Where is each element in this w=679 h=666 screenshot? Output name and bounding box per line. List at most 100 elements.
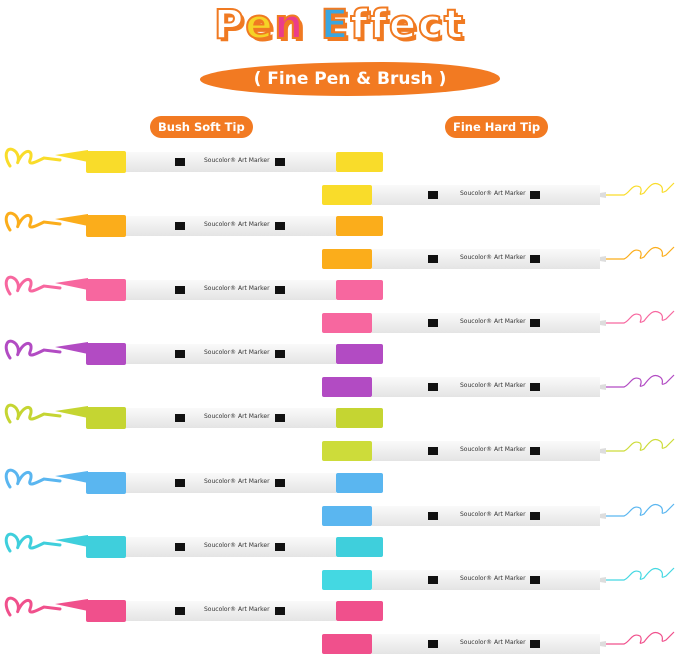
pen-body <box>372 249 600 270</box>
pen-label: Soucolor® Art Marker <box>204 221 270 229</box>
pen-grip <box>86 471 126 494</box>
title-space <box>305 2 321 48</box>
pen-grip <box>86 535 126 558</box>
pen-cap <box>322 377 372 398</box>
fine-tip-squiggle <box>600 438 675 455</box>
fine-pen: Soucolor® Art Marker <box>0 567 679 590</box>
tip-mark-icon <box>530 639 540 648</box>
tip-mark-icon <box>428 639 438 648</box>
subtitle: ( Fine Pen & Brush ) <box>253 69 447 89</box>
tip-mark-icon <box>428 319 438 328</box>
fine-pen: Soucolor® Art Marker <box>0 310 679 334</box>
tip-mark-icon <box>175 606 185 615</box>
pen-grip <box>86 215 126 238</box>
pen-body <box>126 216 336 237</box>
title-letter: E <box>320 1 351 49</box>
fine-tip-squiggle <box>600 310 675 327</box>
tip-mark-icon <box>275 606 285 615</box>
pen-cap <box>336 344 383 365</box>
pen-cap <box>336 472 383 493</box>
pen-label: Soucolor® Art Marker <box>460 190 526 197</box>
fine-pen: Soucolor® Art Marker <box>0 182 679 205</box>
pen-cap <box>336 280 383 301</box>
fine-tip-squiggle <box>600 631 675 647</box>
title-letter: e <box>244 1 275 49</box>
brush-pen: Soucolor® Art Marker <box>0 596 679 622</box>
pen-label: Soucolor® Art Marker <box>460 382 526 390</box>
tip-mark-icon <box>275 222 285 231</box>
pen-label: Soucolor® Art Marker <box>460 254 526 262</box>
tip-mark-icon <box>175 542 185 551</box>
pen-label: Soucolor® Art Marker <box>204 477 270 485</box>
pen-body <box>126 536 336 557</box>
brush-pen: Soucolor® Art Marker <box>0 468 679 494</box>
tip-mark-icon <box>428 255 438 264</box>
pen-cap <box>322 313 372 334</box>
brush-squiggle <box>4 404 88 424</box>
tip-mark-icon <box>275 158 285 166</box>
brush-pen: Soucolor® Art Marker <box>0 211 679 238</box>
tip-mark-icon <box>428 447 438 456</box>
pen-grip <box>86 599 126 622</box>
tip-mark-icon <box>175 478 185 487</box>
pen-body <box>372 185 600 205</box>
brush-pen: Soucolor® Art Marker <box>0 147 679 173</box>
fine-tip-label: Fine Hard Tip <box>445 116 549 138</box>
brush-pen: Soucolor® Art Marker <box>0 532 679 558</box>
tip-mark-icon <box>530 319 540 328</box>
pen-label: Soucolor® Art Marker <box>204 541 270 549</box>
pen-cap <box>336 152 383 172</box>
brush-squiggle <box>4 147 88 168</box>
brush-pen: Soucolor® Art Marker <box>0 404 679 430</box>
brush-squiggle <box>4 339 88 360</box>
fine-tip-squiggle <box>600 182 675 198</box>
title-letter: n <box>273 1 305 49</box>
tip-mark-icon <box>275 478 285 487</box>
fine-pen: Soucolor® Art Marker <box>0 503 679 526</box>
pen-label: Soucolor® Art Marker <box>460 318 526 326</box>
fine-tip-squiggle <box>600 374 675 391</box>
pen-body <box>126 600 336 621</box>
pen-body <box>372 377 600 398</box>
title-letter: P <box>213 1 246 49</box>
pen-body <box>372 441 600 462</box>
brush-squiggle <box>4 468 88 488</box>
pen-body <box>372 633 600 654</box>
tip-mark-icon <box>530 191 540 199</box>
brush-squiggle <box>4 275 88 296</box>
tip-mark-icon <box>530 255 540 264</box>
title-word: ffect <box>349 1 465 49</box>
tip-mark-icon <box>175 414 185 423</box>
pen-cap <box>336 216 383 237</box>
fine-pen: Soucolor® Art Marker <box>0 438 679 462</box>
pen-cap <box>336 600 383 621</box>
pen-cap <box>322 505 372 526</box>
brush-pen: Soucolor® Art Marker <box>0 275 679 302</box>
pen-cap <box>322 633 372 654</box>
tip-mark-icon <box>428 575 438 584</box>
tip-mark-icon <box>275 286 285 295</box>
fine-tip-squiggle <box>600 567 675 583</box>
tip-mark-icon <box>275 542 285 551</box>
brush-pen: Soucolor® Art Marker <box>0 339 679 366</box>
fine-tip-squiggle <box>600 246 675 263</box>
tip-mark-icon <box>530 511 540 520</box>
brush-squiggle <box>4 211 88 232</box>
pen-body <box>126 472 336 493</box>
pen-label: Soucolor® Art Marker <box>204 349 270 357</box>
pen-label: Soucolor® Art Marker <box>460 510 526 518</box>
pen-body <box>126 344 336 365</box>
tip-mark-icon <box>175 158 185 166</box>
tip-mark-icon <box>275 414 285 423</box>
pen-body <box>372 313 600 334</box>
tip-mark-icon <box>175 350 185 359</box>
pen-body <box>126 152 336 172</box>
tip-mark-icon <box>428 383 438 392</box>
tip-mark-icon <box>530 383 540 392</box>
pen-label: Soucolor® Art Marker <box>460 446 526 454</box>
pen-grip <box>86 279 126 302</box>
pen-grip <box>86 151 126 173</box>
tip-mark-icon <box>530 575 540 584</box>
pen-label: Soucolor® Art Marker <box>204 157 270 164</box>
tip-mark-icon <box>428 191 438 199</box>
